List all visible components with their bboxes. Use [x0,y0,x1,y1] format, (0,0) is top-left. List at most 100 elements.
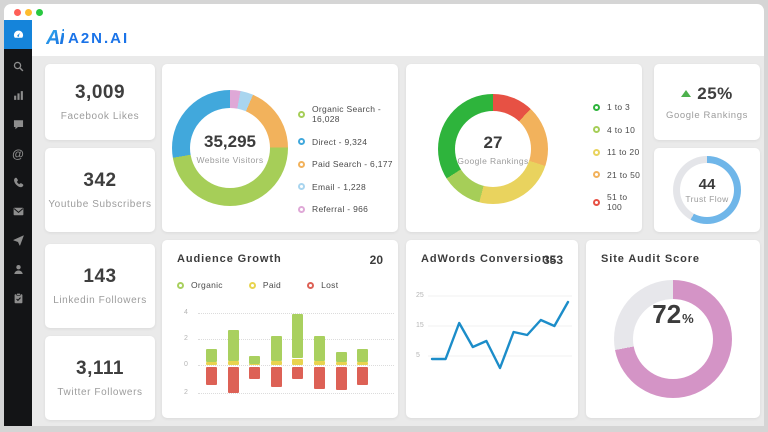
mail-icon [13,207,23,216]
legend-item-rank-1-3[interactable]: 1 to 3 [593,102,642,112]
bar-segment [292,367,304,379]
legend-label: Organic Search - 16,028 [312,104,382,124]
facebook-likes-value: 3,009 [74,82,126,103]
legend-item-direct[interactable]: Direct - 9,324 [298,137,398,147]
website-visitors-label: Website Visitors [196,154,264,165]
google-rankings-legend: 1 to 3 4 to 10 11 to 20 21 to 50 51 to 1… [593,102,642,212]
window-titlebar [4,4,764,20]
sidebar-item-tasks[interactable] [4,284,32,313]
organic-marker-icon [177,281,184,289]
trust-flow-value: 44 [698,176,716,193]
adwords-line-chart [428,295,572,370]
send-icon [12,235,24,247]
audience-growth-value: 20 [369,253,383,267]
trust-flow-gauge: 44 Trust Flow [673,156,741,224]
sidebar-item-analytics[interactable] [4,81,32,110]
brand-logo[interactable]: Ai A2N.AI [46,27,129,50]
mentions-icon: @ [12,146,24,161]
linkedin-followers-value: 143 [83,266,117,287]
paid-marker-icon [248,281,256,289]
rank-1-3-marker-icon [593,103,600,111]
google-rankings-value: 27 [483,132,503,152]
rank-51-100-marker-icon [593,198,600,206]
chat-icon [13,120,23,130]
sidebar-item-mentions[interactable]: @ [4,139,32,168]
legend-item-paid[interactable]: Paid [248,280,282,290]
sidebar-item-campaigns[interactable] [4,226,32,255]
stat-card-facebook: 3,009 Facebook Likes [45,64,155,140]
sidebar-item-messages[interactable] [4,110,32,139]
y-tick: 2 [184,335,188,342]
audience-growth-legend: Organic Paid Lost [177,280,338,290]
tasks-icon [14,292,22,304]
bar-segment [227,329,239,362]
site-audit-title: Site Audit Score [601,253,700,265]
trust-flow-label: Trust Flow [685,194,729,204]
linkedin-followers-label: Linkedin Followers [53,295,147,306]
twitter-followers-value: 3,111 [76,358,124,379]
legend-item-rank-4-10[interactable]: 4 to 10 [593,125,642,135]
email-marker-icon [298,183,305,190]
bar-segment [357,349,369,363]
bar-segment [227,361,239,365]
legend-label: Direct - 9,324 [312,136,368,147]
bar-segment [249,355,261,364]
legend-item-lost[interactable]: Lost [307,280,338,290]
legend-item-organic-search[interactable]: Organic Search - 16,028 [298,104,398,124]
referral-marker-icon [298,205,305,213]
adwords-conversions-card: AdWords Conversions 353 25 15 5 [406,240,578,418]
bar-segment [270,361,282,365]
sidebar-item-dashboard[interactable] [4,20,32,49]
sidebar-item-profile[interactable] [4,255,32,284]
site-audit-unit: % [682,311,694,326]
dashboard-icon [13,30,23,38]
website-visitors-value: 35,295 [204,131,256,151]
bar-segment [270,336,282,362]
bar-segment [357,367,369,386]
rankings-growth-value: 25% [697,83,733,103]
bar-segment [314,336,325,362]
bar-segment [206,367,217,386]
bar-segment [335,367,347,391]
window-minimize-button[interactable] [25,9,32,16]
y-tick: 5 [416,352,420,359]
bar-segment [206,362,217,365]
website-visitors-center: 35,295 Website Visitors [190,108,270,188]
facebook-likes-label: Facebook Likes [60,111,140,122]
window-zoom-button[interactable] [36,9,43,16]
legend-item-referral[interactable]: Referral - 966 [298,204,398,214]
legend-item-organic[interactable]: Organic [177,280,223,290]
legend-item-rank-11-20[interactable]: 11 to 20 [593,147,642,157]
gridline [198,313,394,314]
bar-segment [249,367,261,379]
stat-card-youtube: 342 Youtube Subscribers [45,148,155,232]
audience-growth-title: Audience Growth [177,253,282,265]
legend-label: Lost [321,280,339,290]
rank-4-10-marker-icon [593,126,600,133]
bar-segment [292,358,304,365]
sidebar-item-calls[interactable] [4,168,32,197]
top-header: Ai A2N.AI [32,20,764,56]
legend-item-rank-51-100[interactable]: 51 to 100 [593,192,642,212]
adwords-value: 353 [542,253,563,267]
google-rankings-label: Google Rankings [457,155,529,166]
trend-up-icon [681,90,692,97]
audience-growth-card: Audience Growth 20 Organic Paid Lost 4 2… [162,240,398,418]
google-rankings-card: 27 Google Rankings 1 to 3 4 to 10 11 to … [406,64,642,232]
legend-item-paid-search[interactable]: Paid Search - 6,177 [298,159,398,169]
sidebar-item-mail[interactable] [4,197,32,226]
sidebar-item-search[interactable] [4,52,32,81]
legend-item-rank-21-50[interactable]: 21 to 50 [593,170,642,180]
bar-chart-icon [13,91,23,100]
site-audit-value: 72 [652,299,682,329]
legend-label: Paid [262,280,282,290]
y-tick: 25 [416,292,424,299]
site-audit-card: Site Audit Score 72 % [586,240,760,418]
rankings-growth-label: Google Rankings [666,109,748,121]
direct-marker-icon [298,138,305,145]
legend-item-email[interactable]: Email - 1,228 [298,182,398,192]
youtube-subscribers-value: 342 [83,170,117,191]
window-close-button[interactable] [14,9,21,16]
phone-icon [13,177,23,188]
